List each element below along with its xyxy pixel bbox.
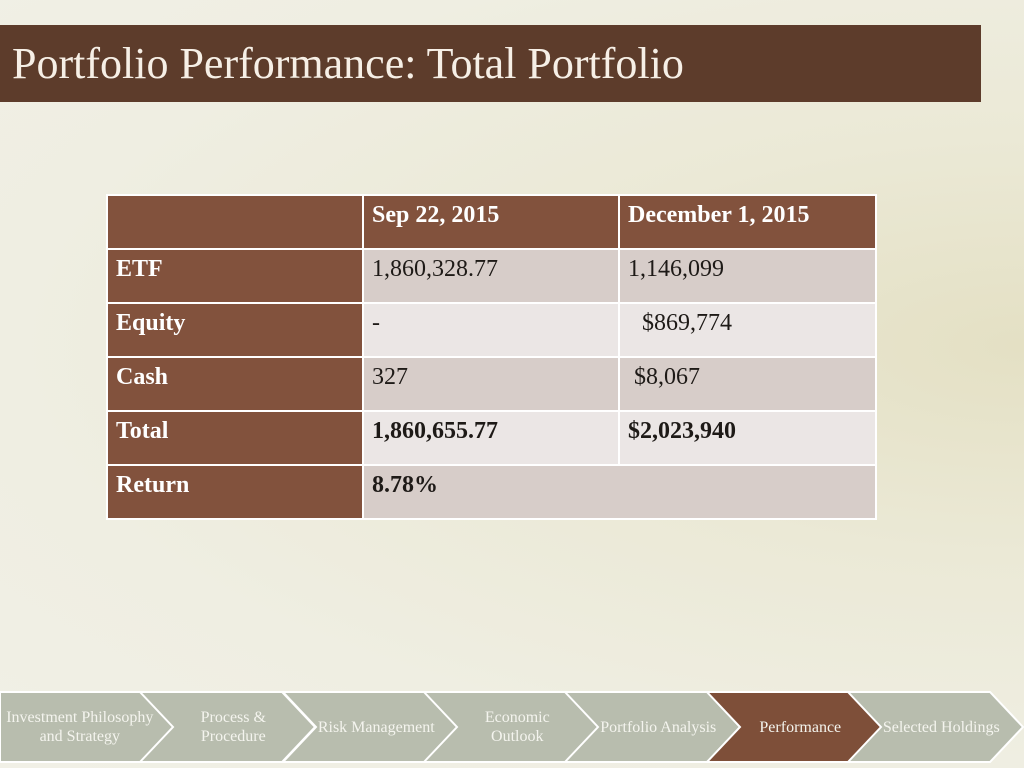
- cell-cash-dec: $8,067: [618, 356, 877, 412]
- row-label-total: Total: [106, 410, 364, 466]
- header-cell-dec-1: December 1, 2015: [618, 194, 877, 250]
- row-label-cash: Cash: [106, 356, 364, 412]
- title-bar: Portfolio Performance: Total Portfolio: [0, 25, 981, 102]
- cell-total-dec: $2,023,940: [618, 410, 877, 466]
- nav-item-process-procedure[interactable]: Process & Procedure: [200, 709, 266, 745]
- nav-item-performance[interactable]: Performance: [759, 718, 842, 736]
- table-row-return: Return 8.78%: [106, 464, 877, 520]
- cell-return-value: 8.78%: [362, 464, 877, 520]
- cell-equity-sep: -: [362, 302, 620, 358]
- section-nav: Investment Philosophy and Strategy Proces…: [0, 690, 1024, 764]
- header-cell-empty: [106, 194, 364, 250]
- nav-item-economic-outlook[interactable]: Economic Outlook: [484, 709, 550, 745]
- table-row-etf: ETF 1,860,328.77 1,146,099: [106, 248, 877, 304]
- nav-item-risk-management[interactable]: Risk Management: [317, 718, 435, 736]
- table-row-total: Total 1,860,655.77 $2,023,940: [106, 410, 877, 466]
- header-cell-sep-22: Sep 22, 2015: [362, 194, 620, 250]
- row-label-equity: Equity: [106, 302, 364, 358]
- nav-item-selected-holdings[interactable]: Selected Holdings: [882, 718, 1000, 736]
- table-header-row: Sep 22, 2015 December 1, 2015: [106, 194, 877, 250]
- cell-total-sep: 1,860,655.77: [362, 410, 620, 466]
- table-row-equity: Equity - $869,774: [106, 302, 877, 358]
- slide-title: Portfolio Performance: Total Portfolio: [12, 39, 684, 88]
- cell-cash-sep: 327: [362, 356, 620, 412]
- cell-etf-sep: 1,860,328.77: [362, 248, 620, 304]
- cell-equity-dec: $869,774: [618, 302, 877, 358]
- performance-table: Sep 22, 2015 December 1, 2015 ETF 1,860,…: [106, 194, 877, 520]
- table-row-cash: Cash 327 $8,067: [106, 356, 877, 412]
- cell-etf-dec: 1,146,099: [618, 248, 877, 304]
- nav-item-portfolio-analysis[interactable]: Portfolio Analysis: [600, 718, 717, 736]
- nav-chevron-6[interactable]: [845, 691, 1024, 763]
- nav-item-investment-philosophy-and-strategy[interactable]: Investment Philosophy and Strategy: [6, 709, 154, 745]
- row-label-etf: ETF: [106, 248, 364, 304]
- row-label-return: Return: [106, 464, 364, 520]
- section-nav-chevrons: [0, 691, 1024, 763]
